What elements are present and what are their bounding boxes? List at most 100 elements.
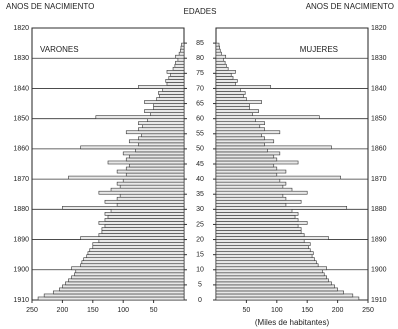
x-tick-label: 200 [332,307,344,314]
x-tick-label: 150 [301,307,313,314]
age-tick-label: 55 [196,131,204,138]
bar [138,142,185,147]
x-tick-label: 200 [57,307,69,314]
bar [215,127,265,132]
bar [62,206,185,210]
bar [215,290,344,295]
bar [104,218,185,222]
bar [215,202,287,207]
x-axis-label: (Miles de habitantes) [255,318,330,327]
bar [215,260,317,265]
bar [215,97,247,101]
year-tick-label: 1840 [371,85,387,92]
bar [80,145,185,150]
bar [125,157,185,162]
bar [178,51,185,56]
bar [98,221,185,225]
bar [141,133,185,138]
bar [80,263,185,268]
bar [165,79,185,83]
age-tick-label: 15 [196,252,204,259]
bar [215,51,222,56]
bar [215,190,308,195]
bar [215,181,287,186]
bar [138,121,185,126]
bar [159,94,185,98]
bar [172,66,185,71]
bar [215,215,296,219]
age-tick-label: 35 [196,191,204,198]
bar [86,254,185,258]
year-tick-label: 1910 [371,297,387,304]
bar [215,239,305,243]
bar [215,242,311,246]
year-tick-label: 1820 [371,25,387,32]
bar [138,127,185,132]
year-tick-label: 1850 [371,116,387,123]
year-tick-label: 1880 [371,206,387,213]
bar [153,103,185,107]
bar [142,124,185,129]
bar [147,118,185,122]
bar [156,97,185,101]
bar [215,272,325,277]
age-tick-label: 25 [196,221,204,228]
bar [215,151,281,156]
bar [215,236,329,240]
legend-label: MUJERES [300,45,338,54]
bar [98,190,185,195]
x-tick-label: 100 [117,307,129,314]
bar [153,106,185,110]
bar [110,187,185,192]
year-tick-label: 1870 [13,176,29,183]
bar [215,42,220,47]
bar [215,169,287,174]
bar [180,48,185,53]
year-tick-label: 1860 [13,146,29,153]
bar [158,91,185,95]
bar [95,115,185,119]
bar [215,88,241,92]
bar [107,215,185,219]
bar [215,257,315,262]
bar [138,85,185,89]
bar [75,269,185,274]
age-tick-label: 65 [196,100,204,107]
x-tick-label: 50 [243,307,251,314]
bar [215,227,302,231]
bar [122,151,185,156]
year-tick-label: 1850 [13,116,29,123]
age-tick-label: 85 [196,40,204,47]
bar [215,118,256,122]
bar [215,218,299,222]
bar [215,230,302,234]
bar [119,193,185,198]
bar [215,100,262,104]
age-tick-label: 10 [196,267,204,274]
bar [98,233,185,237]
bar [215,187,293,192]
bar [37,296,185,301]
right-title: ANOS DE NACIMIENTO [306,2,394,11]
bar [177,57,185,62]
bar [215,130,281,135]
bar [215,57,224,62]
x-tick-label: 50 [150,307,158,314]
bar [116,202,185,207]
bar [215,275,327,280]
bar [101,227,185,231]
left-title: ANOS DE NACIMIENTO [6,2,94,11]
bar [122,178,185,183]
bar [116,181,185,186]
bar [119,184,185,189]
bar [101,230,185,234]
bar [74,272,185,277]
bar [125,130,185,135]
bar [215,63,227,68]
bar [215,76,234,80]
age-tick-label: 5 [198,282,202,289]
bar [98,239,185,243]
age-tick-label: 20 [196,236,204,243]
bar [215,178,281,183]
bar [128,139,185,144]
